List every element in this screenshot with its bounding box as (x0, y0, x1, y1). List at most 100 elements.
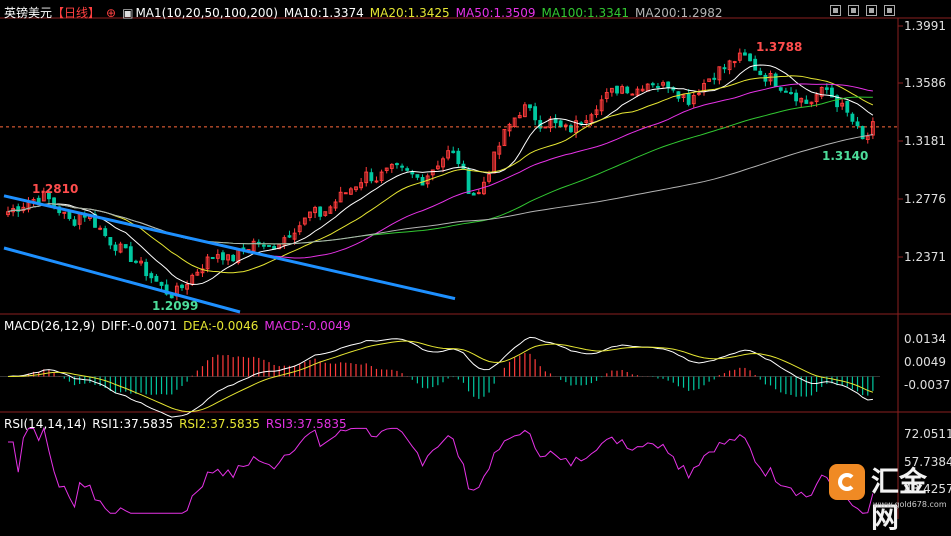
candle-body (686, 93, 691, 105)
low-annotation: 1.3140 (822, 149, 869, 163)
trendline-lower (3, 246, 241, 314)
candle-body (794, 92, 799, 102)
candle-body (824, 87, 829, 90)
candle-body (620, 86, 625, 94)
candle-body (343, 192, 348, 195)
logo-icon (829, 464, 865, 500)
macd-tick: -0.0037 (904, 378, 951, 392)
candle-body (737, 52, 742, 61)
candle-body (113, 244, 118, 251)
candle-body (231, 254, 236, 262)
candle-body (128, 246, 133, 262)
candle-body (52, 197, 56, 207)
candle-body (865, 135, 870, 141)
candle-body (594, 109, 599, 116)
chart-canvas[interactable] (0, 0, 951, 519)
candle-body (799, 97, 804, 103)
candle-body (185, 284, 190, 290)
candle-body (584, 120, 589, 124)
ma10-line (7, 64, 874, 286)
candle-body (369, 172, 374, 182)
candle-body (389, 163, 394, 169)
macd-diff-line (7, 336, 873, 418)
expand-icon[interactable] (866, 5, 877, 16)
trendline-upper (3, 194, 456, 301)
candle-body (599, 99, 604, 112)
rsi-tick: 43.4257 (904, 482, 951, 496)
candle-body (528, 104, 532, 109)
candle-body (415, 174, 420, 178)
price-tick: 1.3181 (904, 134, 946, 148)
candle-body (840, 102, 845, 107)
candle-body (845, 100, 850, 113)
candle-body (604, 92, 609, 99)
candle-body (773, 73, 778, 87)
candle-body (819, 86, 824, 97)
candle-body (809, 101, 814, 105)
candle-body (835, 95, 839, 108)
candle-body (517, 115, 522, 119)
candle-body (154, 275, 159, 282)
candle-body (180, 284, 184, 289)
candle-body (717, 66, 722, 81)
candle-body (471, 192, 476, 196)
ma200-line (7, 134, 873, 245)
candle-body (159, 281, 164, 286)
period-label: 【日线】 (52, 6, 101, 20)
candle-body (855, 121, 860, 127)
candle-body (502, 128, 507, 147)
candle-body (395, 163, 399, 166)
ma50-value: MA50:1.3509 (455, 6, 536, 20)
grid-icon[interactable] (830, 5, 841, 16)
candle-body (195, 271, 200, 276)
candle-body (47, 191, 51, 200)
candle-body (589, 114, 594, 123)
candle-body (98, 227, 103, 230)
layout-icon[interactable] (848, 5, 859, 16)
candle-body (850, 113, 855, 122)
macd-value: MACD:-0.0049 (264, 319, 351, 333)
candle-body (691, 95, 696, 105)
candle-body (267, 244, 271, 247)
rsi-line (8, 426, 874, 514)
candle-body (318, 206, 323, 217)
symbol-label: 英镑美元 (4, 6, 53, 20)
candle-body (732, 61, 737, 64)
candle-body (354, 186, 358, 191)
candle-body (282, 237, 287, 246)
candle-body (205, 256, 210, 270)
low-annotation: 1.2099 (152, 299, 199, 313)
candle-body (297, 225, 302, 233)
settings-gear-icon[interactable]: ⊕ (106, 6, 117, 20)
candle-body (696, 92, 701, 95)
candle-body (62, 211, 67, 214)
candle-body (261, 244, 266, 247)
candle-body (164, 284, 169, 295)
candle-body (814, 94, 819, 103)
ma100-value: MA100:1.3341 (541, 6, 630, 20)
candle-body (333, 201, 338, 209)
candle-body (441, 158, 445, 168)
candle-body (103, 228, 108, 236)
candle-body (210, 257, 215, 260)
candle-body (743, 52, 747, 56)
price-tick: 1.2371 (904, 250, 946, 264)
rsi-tick: 57.7384 (904, 455, 951, 469)
close-panel-icon[interactable] (884, 5, 895, 16)
macd-header: MACD(26,12,9) DIFF:-0.0071 DEA:-0.0046 MACD… (4, 316, 357, 336)
watermark-logo: 汇金网 www.gold678.com (829, 462, 949, 534)
ma10-value: MA10:1.3374 (283, 6, 364, 20)
candle-body (640, 88, 645, 92)
ma20-line (7, 75, 874, 274)
main-header: 英镑美元【日线】 ⊕ ▣ MA1(10,20,50,100,200) MA10:1.33… (4, 3, 729, 23)
candle-body (134, 260, 138, 263)
ma-param-icon[interactable]: ▣ (122, 6, 134, 20)
candle-body (221, 252, 225, 261)
rsi-tick: 72.0511 (904, 427, 951, 441)
candle-body (400, 165, 404, 168)
candle-body (707, 78, 712, 82)
macd-tick: 0.0134 (904, 332, 946, 346)
logo-url: www.gold678.com (873, 500, 947, 509)
candle-body (712, 77, 717, 80)
candle-body (328, 206, 333, 214)
